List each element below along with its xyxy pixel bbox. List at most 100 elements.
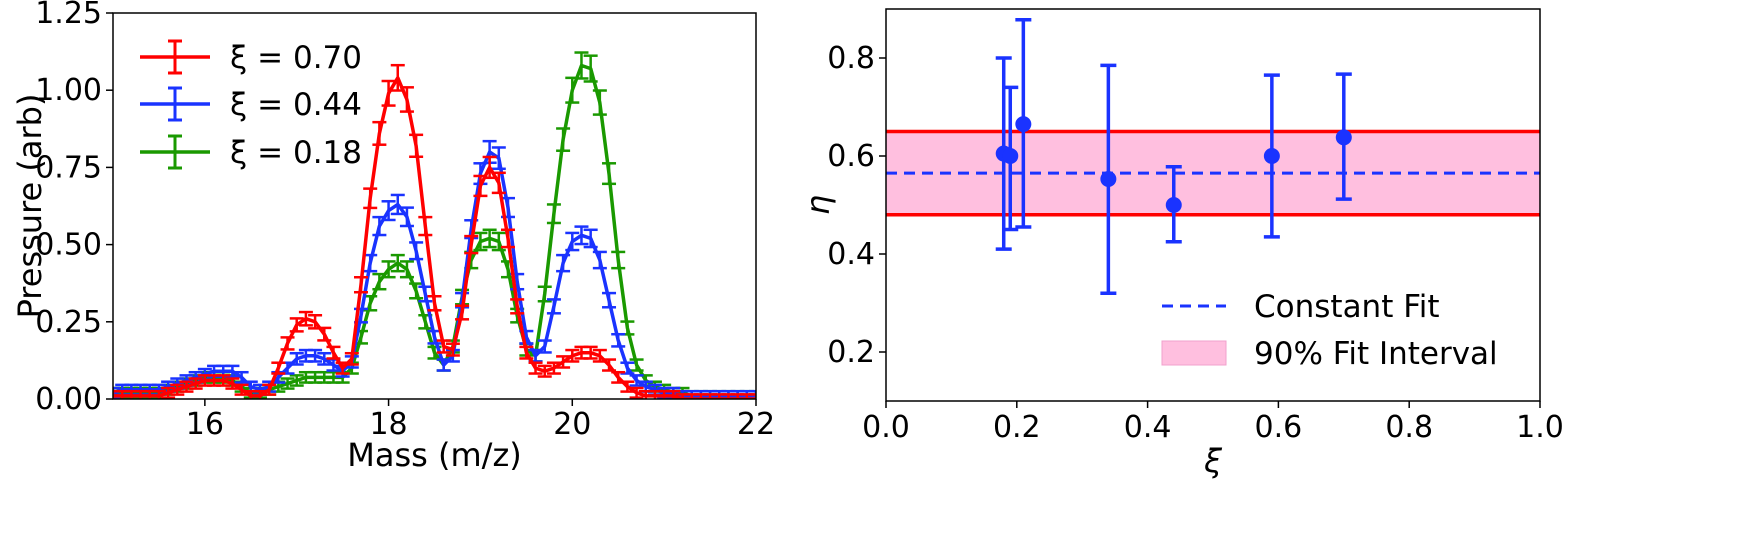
error-bar (308, 348, 323, 363)
error-bar (491, 231, 506, 252)
error-bar (262, 383, 277, 396)
data-point (1015, 18, 1032, 229)
legend-label-constant-fit: Constant Fit (1254, 289, 1440, 325)
error-bar (280, 377, 295, 390)
error-bar (390, 193, 405, 216)
data-point (1002, 85, 1019, 232)
y-axis-label-eta: η (799, 195, 837, 215)
error-bar (629, 386, 644, 399)
error-bar (418, 215, 433, 237)
mass-spectrum-y-ticks: 0.00 0.25 0.50 0.75 1.00 1.25 (35, 0, 113, 417)
series-line-044 (113, 139, 756, 399)
error-bar (280, 336, 295, 351)
error-bar (491, 146, 506, 171)
error-bar (151, 389, 166, 399)
data-point (1335, 72, 1352, 201)
data-point (1100, 63, 1117, 295)
error-bar (188, 377, 203, 390)
x-tick-label: 16 (186, 407, 224, 442)
x-tick-label: 20 (553, 407, 591, 442)
error-bar (372, 215, 387, 237)
x-axis-label-mass: Mass (m/z) (347, 436, 521, 474)
error-bar (427, 294, 442, 312)
error-bar (381, 79, 396, 107)
error-bar (602, 162, 617, 186)
y-axis-label-pressure: Pressure (arb) (11, 94, 49, 319)
eta-vs-xi-legend: Constant Fit 90% Fit Interval (1161, 289, 1498, 372)
data-point (1263, 73, 1280, 239)
error-bar (620, 361, 635, 375)
error-bar (620, 320, 635, 336)
error-bar (335, 361, 350, 375)
error-bar (473, 231, 488, 252)
error-bar (556, 127, 571, 152)
error-bar (234, 383, 249, 396)
error-bar (611, 250, 626, 270)
eta-vs-xi-x-ticks: 0.0 0.2 0.4 0.6 0.8 1.0 (862, 401, 1564, 445)
point-marker (1002, 148, 1019, 164)
error-bar (455, 304, 470, 321)
error-bar (381, 260, 396, 279)
error-bar (528, 361, 543, 375)
legend-marker-xi-044 (140, 86, 210, 122)
error-bar (436, 358, 451, 372)
error-bar (179, 380, 194, 393)
series-line-070 (113, 63, 756, 399)
x-tick-label: 0.8 (1385, 410, 1433, 445)
error-bar (326, 345, 341, 360)
error-bar (556, 355, 571, 369)
error-bar (344, 351, 359, 366)
error-bar (390, 63, 405, 92)
error-bar (537, 339, 552, 354)
mass-spectrum-legend: ξ = 0.70 ξ = 0.44 ξ = 0.18 (140, 39, 362, 171)
point-marker (1100, 171, 1117, 188)
legend-marker-xi-070 (140, 39, 210, 75)
error-bar (289, 351, 304, 366)
error-bar (491, 171, 506, 195)
error-bar (500, 228, 515, 249)
x-axis-label-xi: ξ (1203, 442, 1223, 480)
error-bar (482, 228, 497, 249)
legend-label-xi-018: ξ = 0.18 (230, 135, 362, 171)
error-bar (445, 342, 460, 357)
error-bar (464, 234, 479, 255)
error-bar (381, 200, 396, 222)
error-bar (592, 348, 607, 363)
mass-spectrum-x-ticks: 16 18 20 22 (186, 399, 775, 442)
y-tick-label: 1.00 (35, 73, 102, 108)
point-marker (1335, 129, 1352, 146)
error-bar (409, 282, 424, 300)
error-bar (592, 89, 607, 116)
y-tick-label: 0.50 (35, 228, 102, 263)
error-bar (170, 383, 185, 396)
error-bar (409, 241, 424, 261)
point-marker (1165, 197, 1182, 213)
error-bar (399, 206, 414, 228)
x-tick-label: 22 (737, 407, 775, 442)
error-bar (317, 326, 332, 342)
y-tick-label: 0.6 (827, 139, 875, 174)
error-bar (372, 120, 387, 146)
error-bar (537, 285, 552, 303)
legend-entry-xi-044: ξ = 0.44 (140, 86, 362, 123)
error-bar (399, 260, 414, 279)
error-bar (583, 54, 598, 83)
legend-marker-xi-018 (140, 134, 210, 170)
error-bar (390, 253, 405, 273)
error-bar (473, 174, 488, 198)
data-point (1165, 165, 1182, 244)
error-bar (317, 351, 332, 366)
error-bar (216, 374, 231, 387)
legend-label-xi-044: ξ = 0.44 (230, 87, 362, 123)
y-tick-label: 0.25 (35, 305, 102, 340)
x-tick-label: 0.6 (1255, 410, 1303, 445)
error-bar (546, 298, 561, 315)
error-bar (161, 386, 176, 399)
error-bar (556, 253, 571, 273)
error-bar (546, 203, 561, 225)
error-bar (602, 358, 617, 372)
error-bar (363, 187, 378, 210)
legend-entry-xi-070: ξ = 0.70 (140, 39, 362, 76)
